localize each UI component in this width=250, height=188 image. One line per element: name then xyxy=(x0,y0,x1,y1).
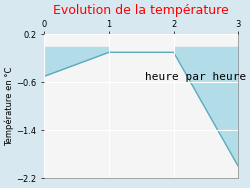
Y-axis label: Température en °C: Température en °C xyxy=(4,67,14,146)
Text: heure par heure: heure par heure xyxy=(144,73,246,83)
Title: Evolution de la température: Evolution de la température xyxy=(54,4,229,17)
